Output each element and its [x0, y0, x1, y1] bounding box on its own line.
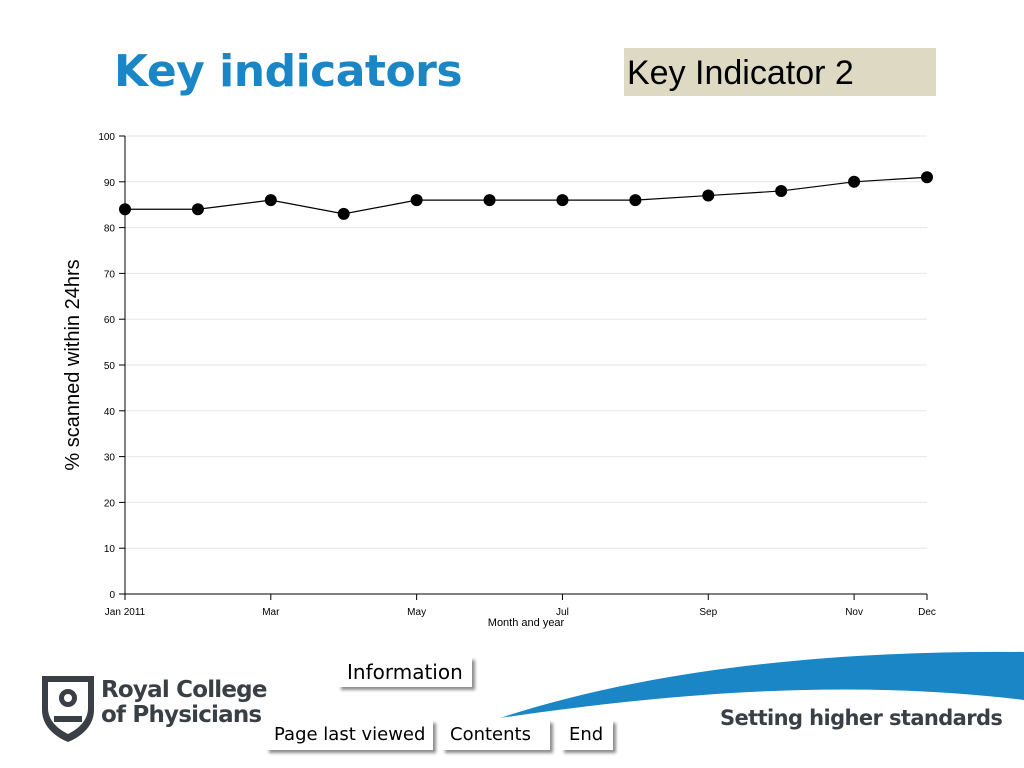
y-tick-label: 70: [104, 269, 116, 280]
slide-title: Key indicators: [114, 46, 463, 97]
data-point: [191, 203, 204, 216]
y-ticks: 0 10 20 30 40 50 60 70 80 90 100: [98, 132, 125, 601]
rcp-logo: Royal College of Physicians: [38, 672, 267, 744]
logo-line-2: of Physicians: [101, 702, 262, 728]
data-point: [337, 207, 350, 220]
data-point: [775, 184, 788, 197]
data-point: [702, 189, 715, 202]
x-tick-label: Nov: [845, 607, 863, 618]
y-tick-label: 30: [104, 453, 116, 464]
key-indicator-badge: Key Indicator 2: [624, 48, 936, 96]
x-tick-label: May: [407, 607, 426, 618]
y-tick-label: 0: [109, 590, 115, 601]
y-tick-label: 50: [104, 361, 116, 372]
x-tick-label: Mar: [262, 607, 280, 618]
data-point: [483, 194, 496, 207]
y-tick-label: 90: [104, 178, 116, 189]
y-tick-label: 40: [104, 407, 116, 418]
end-button[interactable]: End: [561, 720, 613, 750]
x-tick-label: Jul: [556, 607, 569, 618]
data-point: [410, 194, 423, 207]
data-point: [629, 194, 642, 207]
chart-grid: [125, 135, 927, 549]
y-tick-label: 10: [104, 544, 116, 555]
data-point: [556, 194, 569, 207]
y-tick-label: 20: [104, 498, 116, 509]
x-axis-label: Month and year: [488, 617, 565, 629]
x-tick-label: Dec: [918, 607, 936, 618]
logo-line-1: Royal College: [101, 677, 267, 703]
tagline: Setting higher standards: [720, 706, 1003, 730]
contents-button[interactable]: Contents: [442, 720, 550, 750]
line-chart: 0 10 20 30 40 50 60 70 80 90 100 Jan 2011 Mar May Jul…: [62, 132, 936, 629]
data-point: [264, 194, 277, 207]
x-tick-label: Jan 2011: [105, 607, 146, 618]
x-tick-label: Sep: [699, 607, 717, 618]
data-points: [119, 171, 933, 220]
y-tick-label: 100: [98, 132, 115, 143]
page-last-viewed-button[interactable]: Page last viewed: [266, 720, 434, 750]
series-line: [125, 176, 928, 215]
y-axis-label: % scanned within 24hrs: [62, 259, 84, 470]
data-point: [921, 171, 933, 184]
crest-icon: [42, 676, 94, 742]
x-ticks: Jan 2011 Mar May Jul Sep Nov Dec: [105, 594, 936, 618]
y-tick-label: 80: [104, 224, 116, 235]
key-indicator-label: Key Indicator 2: [627, 54, 854, 92]
y-tick-label: 60: [104, 315, 116, 326]
data-point: [848, 175, 861, 188]
information-button[interactable]: Information: [338, 657, 472, 687]
data-point: [119, 203, 131, 216]
